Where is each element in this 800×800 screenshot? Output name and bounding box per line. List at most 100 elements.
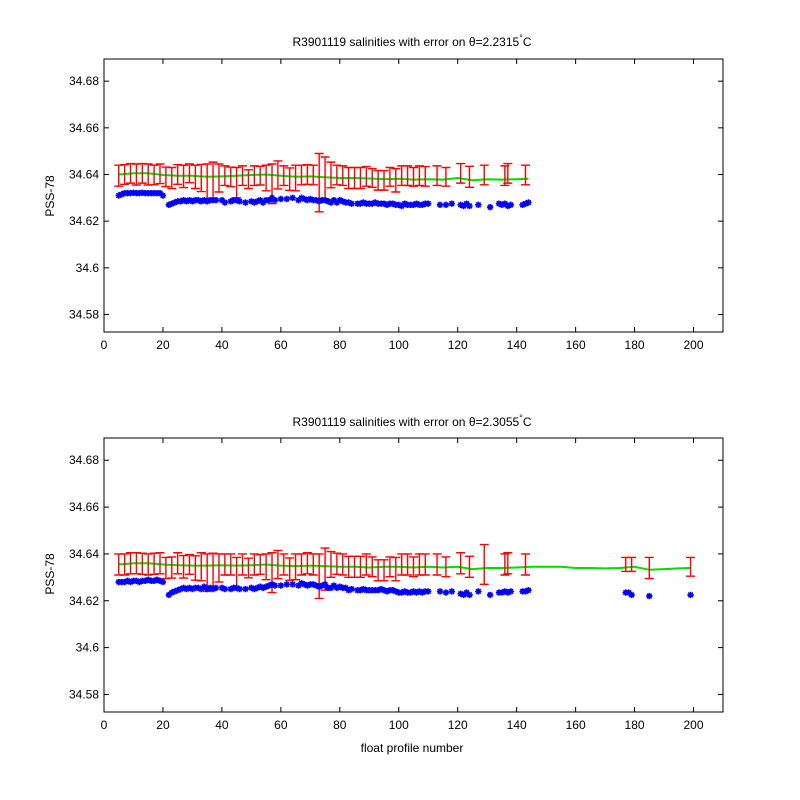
bottom-chart-error-bar [255,553,265,575]
bottom-chart-error-bar [285,557,295,582]
top-chart-float-salinity-point [201,196,208,204]
bottom-chart-y-ticks: 34.58 34.6 34.62 34.64 34.66 34.68 [69,453,723,701]
top-chart-float-salinity-point [336,196,344,204]
bottom-chart-error-bar [238,553,248,576]
top-chart: R3901119 salinities with error on θ=2.23… [43,33,724,352]
bottom-chart-float-salinity-point [183,585,190,593]
bottom-chart-float-salinity-point [136,578,143,586]
bottom-chart-x-tick-label: 60 [274,718,288,732]
top-chart-float-salinity-point [295,196,302,204]
top-chart-y-ticks: 34.58 34.6 34.62 34.64 34.66 34.68 [69,74,723,322]
bottom-chart-error-bar [403,553,413,576]
top-chart-float-salinity-point [180,196,187,204]
bottom-chart-error-bar [314,553,324,600]
top-chart-title: R3901119 salinities with error on θ=2.23… [293,33,532,49]
top-chart-float-salinity-point [460,202,467,210]
bottom-chart-float-salinity-point [150,577,158,585]
top-chart-float-salinity-point [410,201,417,209]
bottom-chart-error-bar [409,556,418,578]
top-chart-float-salinity-point [475,201,482,209]
bottom-chart-float-salinity-point [268,581,276,588]
bottom-chart-float-salinity-point [646,592,653,600]
bottom-chart-float-salinity-point [124,577,131,585]
bottom-chart-error-bar [273,549,283,580]
bottom-chart-float-salinity-point [628,591,635,599]
top-chart-error-bar [503,162,513,184]
top-chart-float-salinity-point [218,196,226,204]
top-chart-error-bar [367,167,377,189]
top-chart-float-salinity-point [198,198,205,205]
top-chart-float-salinity-point [522,200,529,207]
top-chart-float-salinity-point [413,200,420,207]
bottom-chart-error-bar [190,555,200,581]
bottom-chart-error-bar [226,553,236,576]
top-chart-float-salinity-point [360,199,367,206]
bottom-chart-float-salinity-point [504,589,512,596]
top-chart-error-bar [409,166,418,187]
top-chart-float-salinity-point [248,198,255,205]
bottom-chart-float-salinity-point [259,584,267,592]
bottom-chart-y-axis-label: PSS-78 [43,553,57,595]
top-chart-x-tick-label: 140 [507,338,527,352]
bottom-chart-float-salinity-point [398,589,405,596]
top-chart-x-tick-label: 60 [274,338,288,352]
bottom-chart-error-bar [627,556,637,573]
top-chart-float-salinity-point [504,202,512,210]
top-chart-float-salinity-point [401,200,408,207]
bottom-chart-float-salinity-point [401,588,408,595]
bottom-chart-float-salinity-point [392,588,400,595]
top-chart-x-tick-label: 80 [333,338,347,352]
top-chart-error-bar [338,165,348,187]
bottom-chart-error-bar [441,556,451,578]
bottom-chart-error-bar [279,553,289,576]
bottom-chart-float-salinity-point [360,585,367,593]
bottom-chart-float-salinity-point [174,587,181,594]
bottom-chart-float-salinity-point [457,590,464,597]
bottom-chart-float-salinity-point [206,584,214,592]
bottom-chart-float-salinity-point [212,584,220,592]
top-chart-plot-frame [103,58,724,333]
top-chart-error-bar [214,163,224,193]
bottom-chart-float-salinity-point [165,591,173,599]
bottom-chart-float-salinity-point [313,582,320,589]
top-chart-float-salinity-point [165,201,173,209]
bottom-chart-float-salinity-point [460,591,467,599]
top-chart-error-bar [190,164,200,190]
top-chart-float-salinity-point [380,200,388,207]
bottom-chart-error-bar [296,553,306,576]
bottom-chart-float-salinity-point [198,585,205,593]
top-chart-y-axis-label: PSS-78 [43,175,57,217]
top-chart-float-salinity-point [333,199,341,206]
bottom-chart-error-bar [179,554,189,579]
bottom-chart-float-salinity-point [625,589,632,596]
top-chart-float-salinity-point [419,201,426,209]
bottom-chart-float-salinity-point [410,588,417,595]
top-chart-float-salinity-point [259,199,267,206]
top-chart-error-bar [261,164,271,192]
bottom-chart-float-salinity-point [251,585,258,593]
top-chart-float-salinity-point [183,198,190,205]
top-chart-error-bar [220,165,230,187]
top-chart-error-bar [167,166,177,190]
top-chart-float-salinity-point [212,196,220,204]
bottom-chart-float-salinity-point [133,577,140,585]
top-chart-float-salinity-point [369,200,376,207]
bottom-chart-error-bar [332,552,342,575]
bottom-chart-float-salinity-point [416,588,423,595]
top-chart-error-bar [255,165,265,186]
bottom-chart-y-tick-label: 34.66 [69,500,99,514]
top-chart-x-tick-label: 0 [101,338,108,352]
bottom-chart-float-salinity-point [159,578,167,586]
top-chart-float-salinity-point [436,201,444,209]
top-chart-y-tick-label: 34.66 [69,121,99,135]
top-chart-error-bar [326,161,336,189]
bottom-chart-marks [114,543,696,600]
top-chart-x-tick-label: 40 [215,338,229,352]
top-chart-float-salinity-point [277,195,285,203]
bottom-chart-float-salinity-point [333,584,341,592]
top-chart-float-salinity-point [156,189,164,197]
top-chart-float-salinity-point [345,199,352,206]
bottom-chart-error-bar [120,553,130,576]
top-chart-float-salinity-point [283,195,290,203]
bottom-chart-float-salinity-point [233,584,240,592]
